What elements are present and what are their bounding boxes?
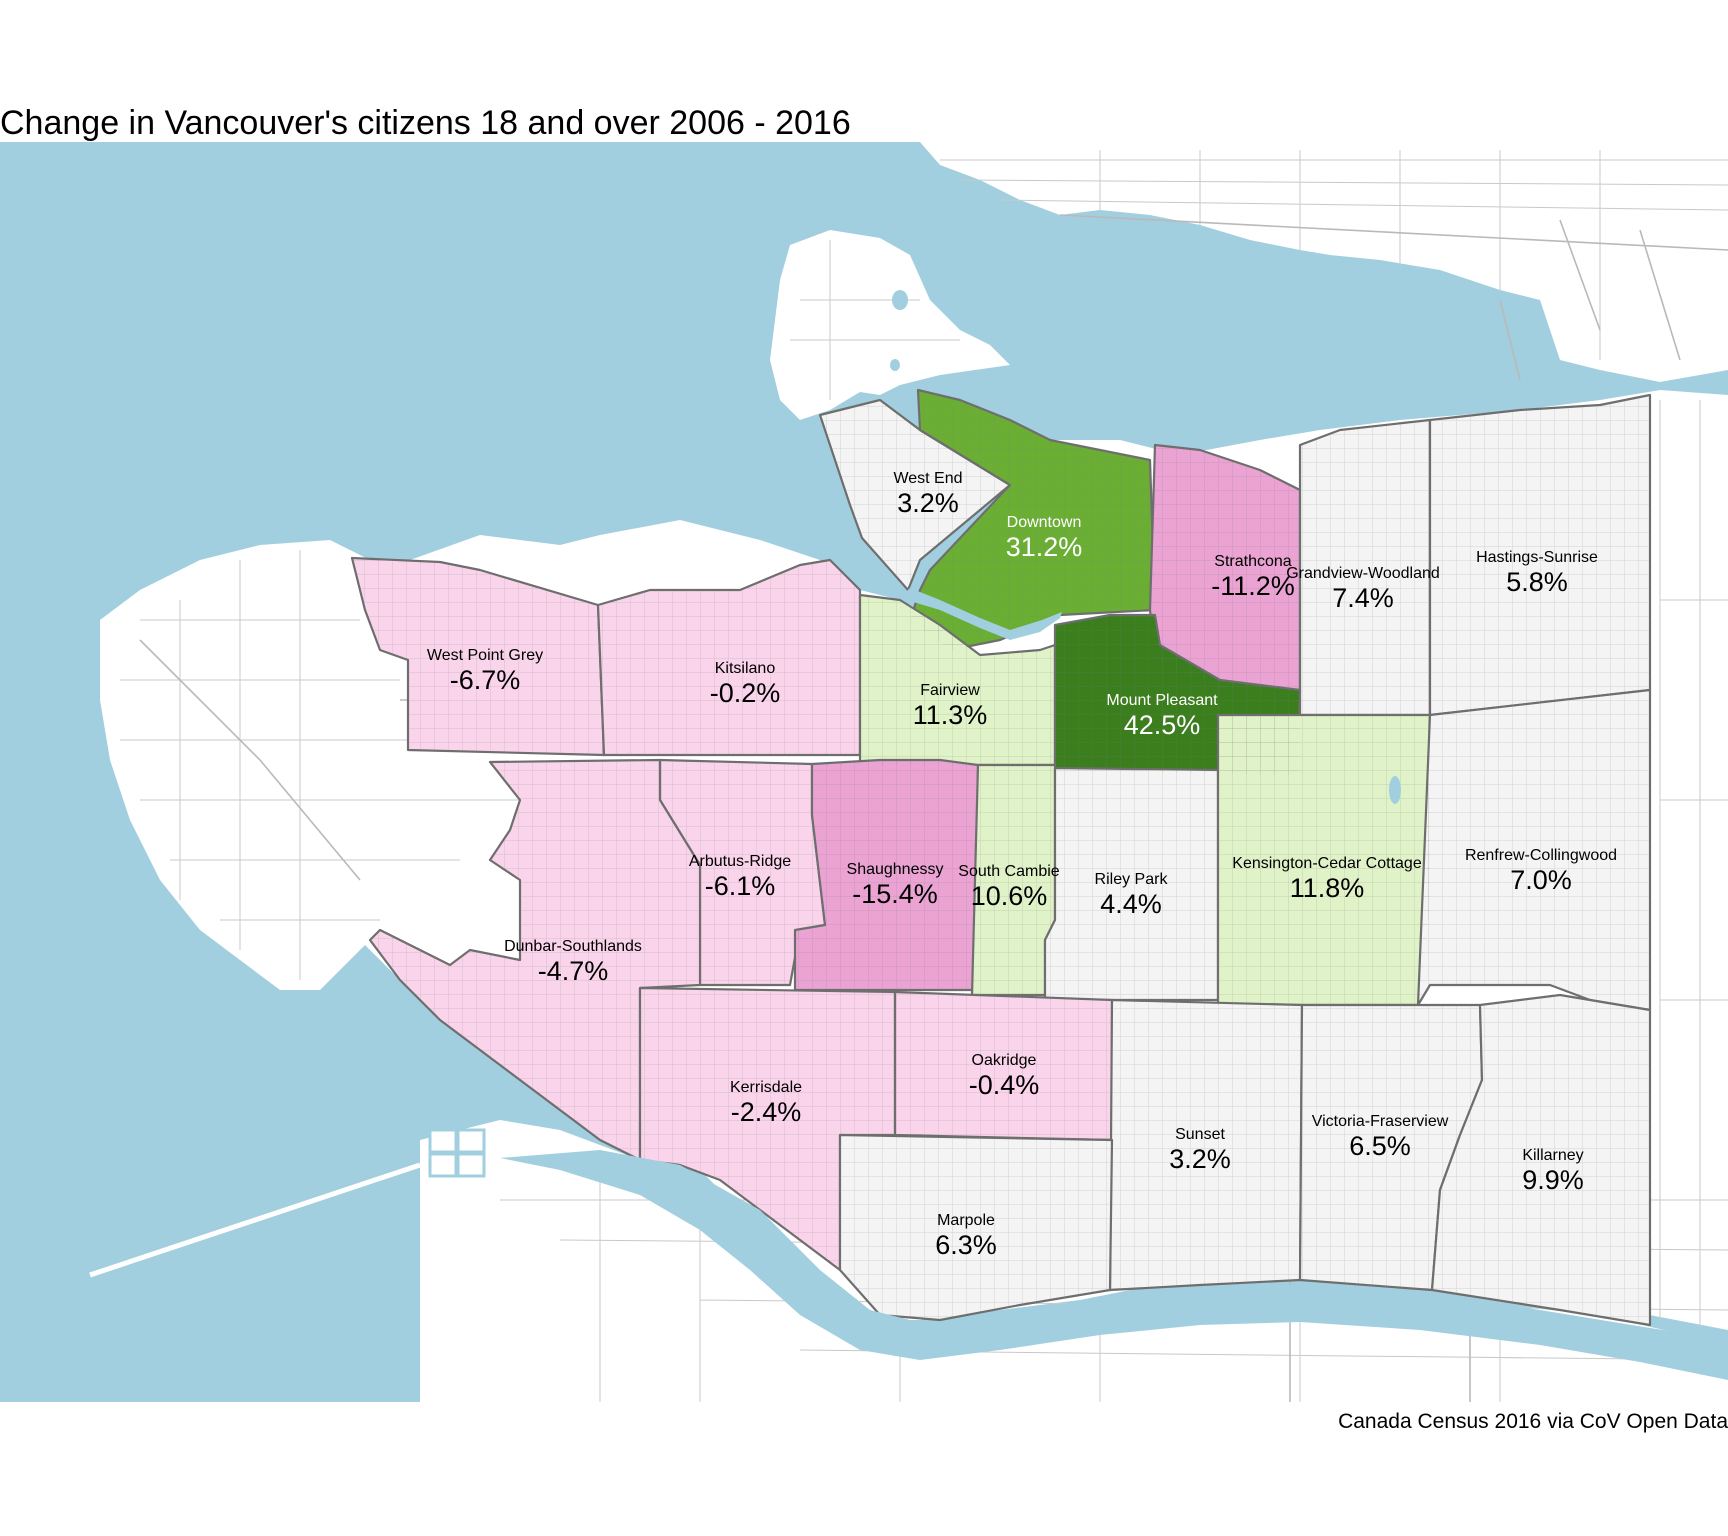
label-south-cambie-name: South Cambie xyxy=(958,863,1059,880)
label-renfrew-collingwood-value: 7.0% xyxy=(1510,865,1572,895)
label-shaughnessy-value: -15.4% xyxy=(852,879,938,909)
label-kensington-cedar-cottage-value: 11.8% xyxy=(1290,873,1365,903)
label-grandview-woodland-value: 7.4% xyxy=(1332,583,1394,613)
label-fairview-value: 11.3% xyxy=(913,700,988,730)
label-west-end-name: West End xyxy=(893,470,962,487)
label-dunbar-southlands-value: -4.7% xyxy=(538,956,609,986)
neighbourhood-street-grid xyxy=(352,390,1650,1325)
label-hastings-sunrise-value: 5.8% xyxy=(1506,567,1568,597)
label-kitsilano-name: Kitsilano xyxy=(715,660,776,677)
richmond-land xyxy=(420,1120,1728,1402)
label-mount-pleasant-name: Mount Pleasant xyxy=(1106,692,1218,709)
label-arbutus-ridge-name: Arbutus-Ridge xyxy=(689,853,791,870)
false-creek-water xyxy=(900,588,1062,640)
label-south-cambie-value: 10.6% xyxy=(971,881,1048,911)
label-west-end-value: 3.2% xyxy=(897,488,959,518)
label-riley-park-value: 4.4% xyxy=(1100,889,1162,919)
label-oakridge-value: -0.4% xyxy=(969,1070,1040,1100)
label-kensington-cedar-cottage-name: Kensington-Cedar Cottage xyxy=(1232,855,1422,872)
jetty-line xyxy=(89,1162,421,1278)
label-kitsilano-value: -0.2% xyxy=(710,678,781,708)
label-grandview-woodland-name: Grandview-Woodland xyxy=(1286,565,1440,582)
label-marpole-name: Marpole xyxy=(937,1212,995,1229)
ponds xyxy=(890,290,1401,804)
map-title: Change in Vancouver's citizens 18 and ov… xyxy=(0,104,851,142)
label-sunset-name: Sunset xyxy=(1175,1126,1225,1143)
label-sunset-value: 3.2% xyxy=(1169,1144,1231,1174)
label-strathcona-name: Strathcona xyxy=(1214,553,1291,570)
label-west-point-grey-value: -6.7% xyxy=(450,665,521,695)
label-marpole-value: 6.3% xyxy=(935,1230,997,1260)
label-riley-park-name: Riley Park xyxy=(1095,871,1169,888)
label-kerrisdale-value: -2.4% xyxy=(731,1097,802,1127)
label-killarney-value: 9.9% xyxy=(1522,1165,1584,1195)
harbour-islands xyxy=(428,1128,486,1178)
label-killarney-name: Killarney xyxy=(1522,1147,1583,1164)
label-kerrisdale-name: Kerrisdale xyxy=(730,1079,802,1096)
label-downtown-name: Downtown xyxy=(1007,514,1082,531)
label-victoria-fraserview-value: 6.5% xyxy=(1349,1131,1411,1161)
label-west-point-grey-name: West Point Grey xyxy=(427,647,543,664)
label-oakridge-name: Oakridge xyxy=(972,1052,1037,1069)
label-arbutus-ridge-value: -6.1% xyxy=(705,871,776,901)
label-mount-pleasant-value: 42.5% xyxy=(1124,710,1201,740)
source-caption: Canada Census 2016 via CoV Open Data xyxy=(1338,1410,1728,1433)
label-shaughnessy-name: Shaughnessy xyxy=(847,861,944,878)
label-downtown-value: 31.2% xyxy=(1006,532,1083,562)
label-fairview-name: Fairview xyxy=(920,682,980,699)
basemap-streets xyxy=(120,150,1728,1402)
label-strathcona-value: -11.2% xyxy=(1211,571,1295,601)
label-hastings-sunrise-name: Hastings-Sunrise xyxy=(1476,549,1598,566)
label-victoria-fraserview-name: Victoria-Fraserview xyxy=(1312,1113,1449,1130)
label-dunbar-southlands-name: Dunbar-Southlands xyxy=(504,938,642,955)
label-renfrew-collingwood-name: Renfrew-Collingwood xyxy=(1465,847,1617,864)
fraser-river xyxy=(500,1150,1728,1380)
